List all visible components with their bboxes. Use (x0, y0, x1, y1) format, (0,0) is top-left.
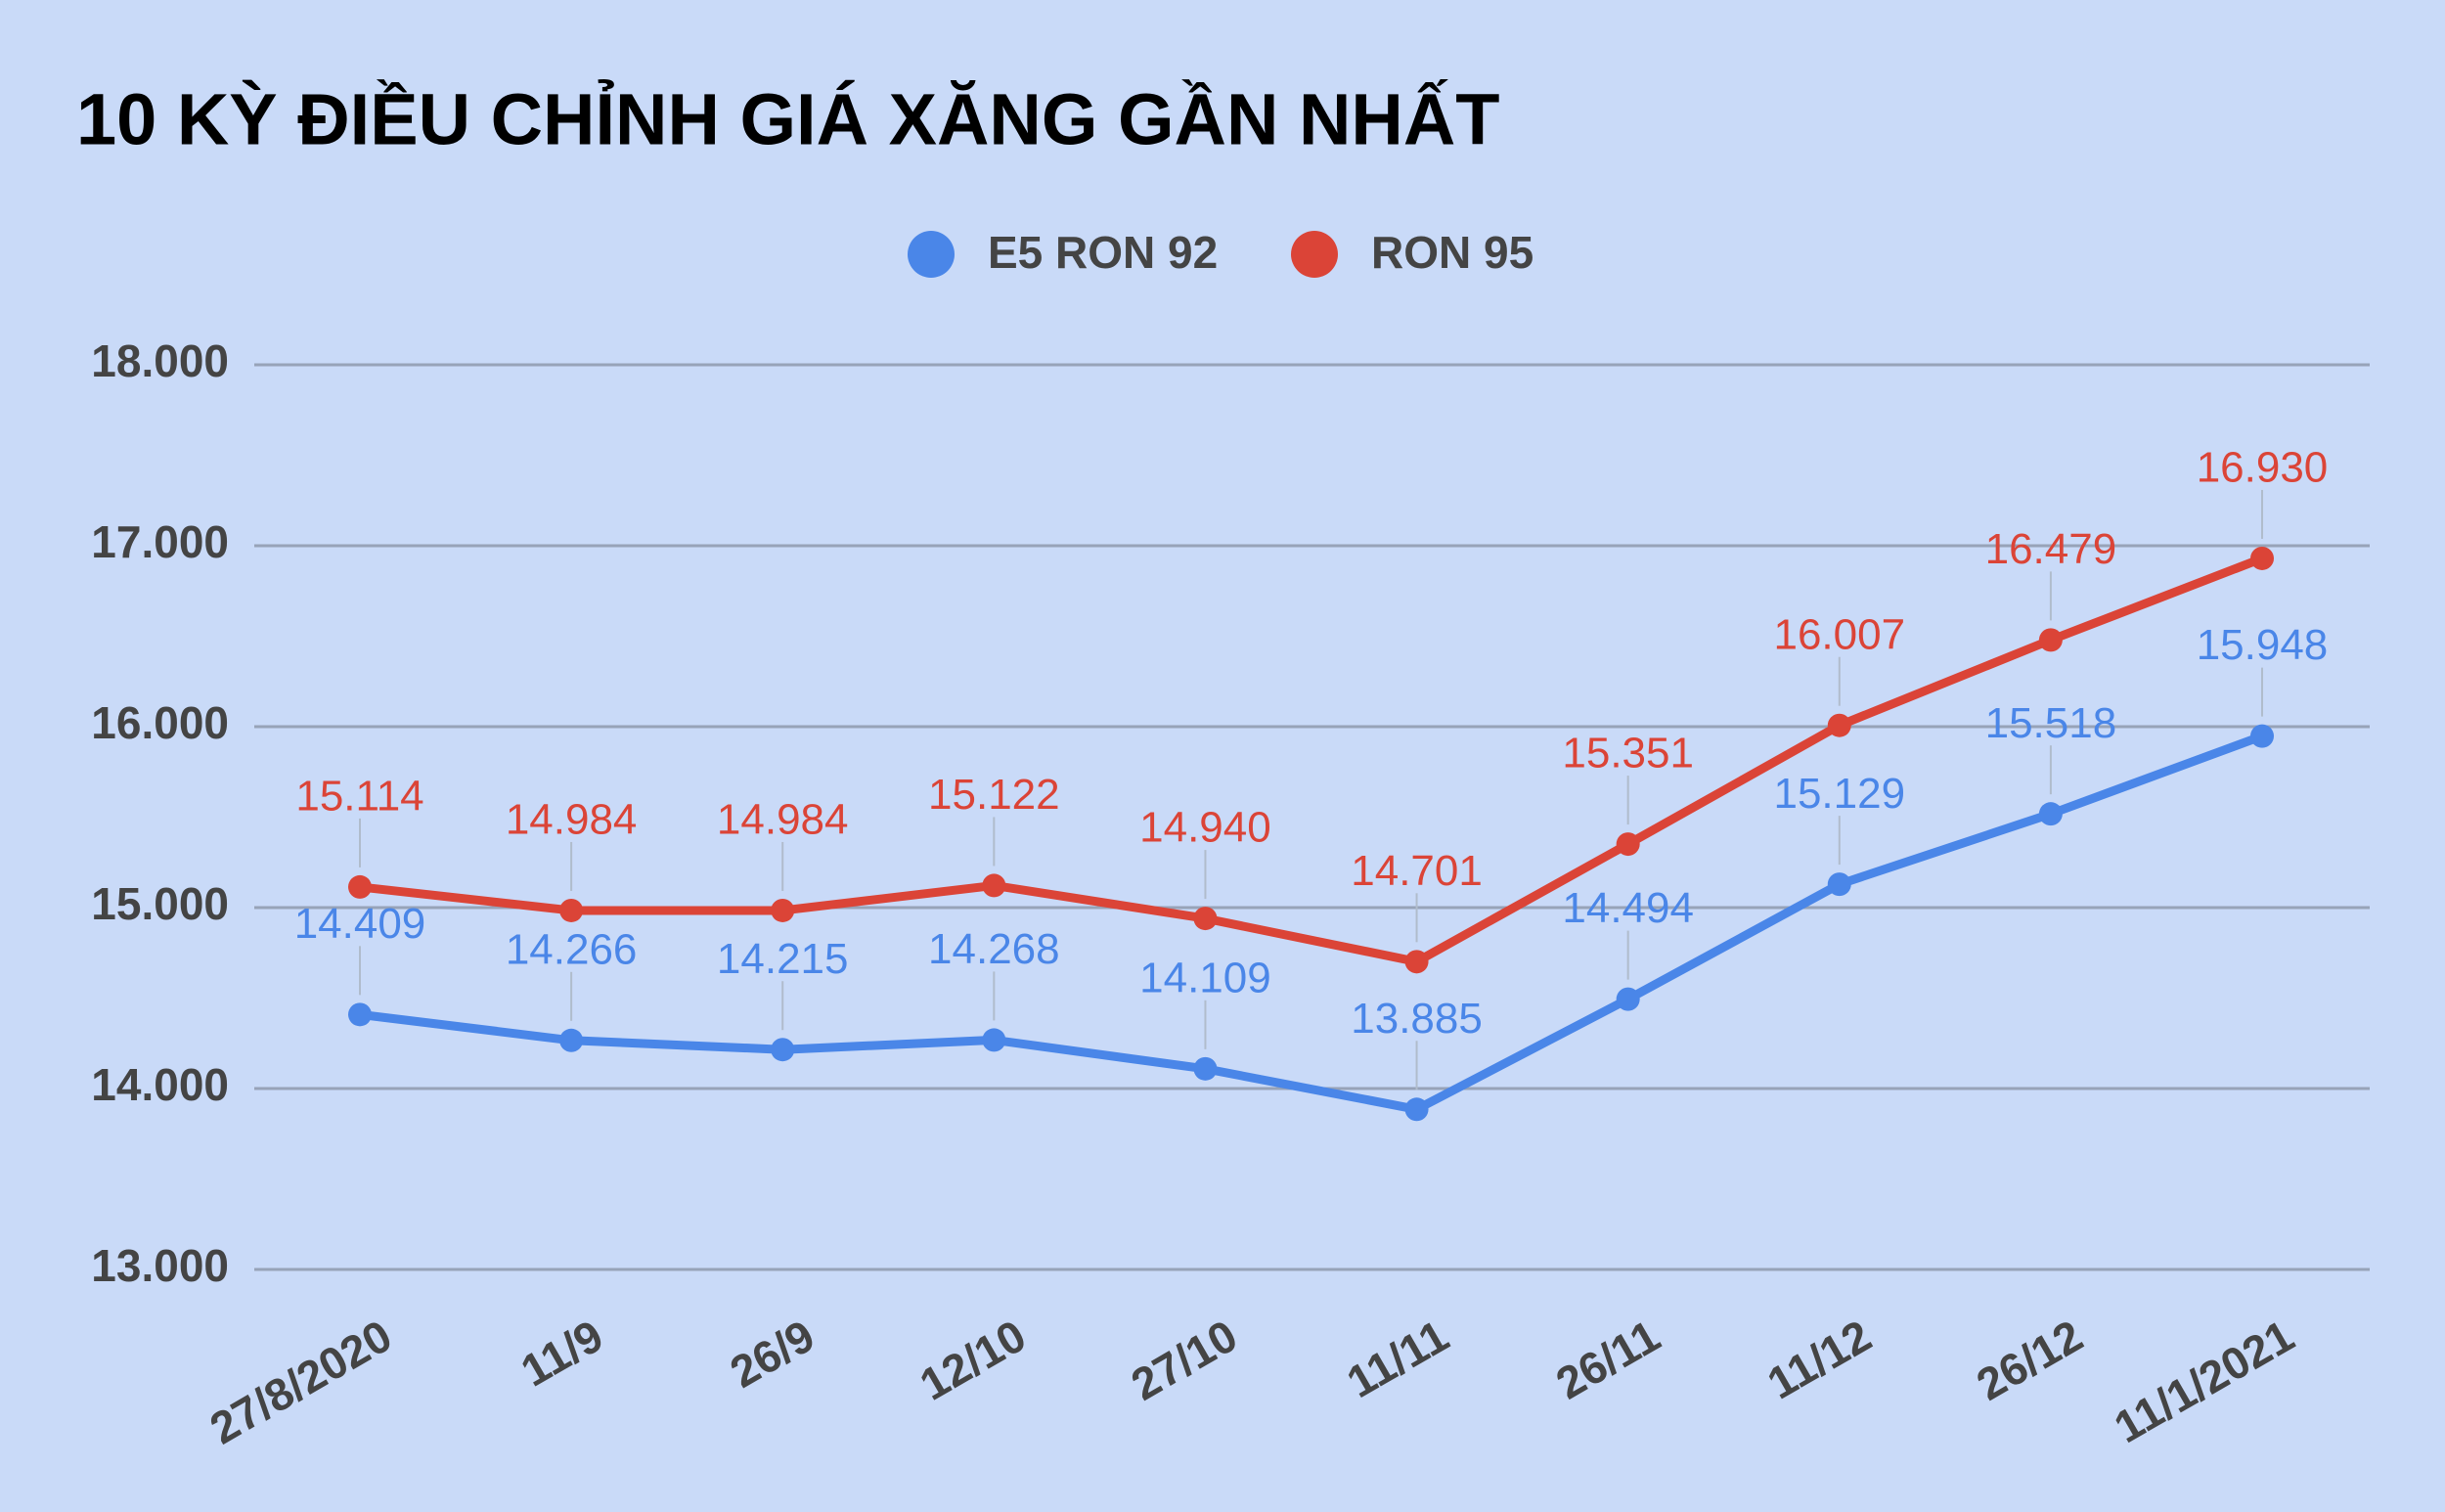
data-point (1827, 872, 1851, 897)
legend-label: RON 95 (1371, 227, 1534, 278)
data-label: 14.409 (294, 900, 426, 948)
legend-marker (1291, 231, 1338, 278)
data-point (2038, 628, 2063, 652)
y-tick-label: 18.000 (91, 335, 229, 386)
y-tick-label: 17.000 (91, 516, 229, 567)
data-point (1616, 987, 1640, 1011)
data-label: 14.109 (1139, 954, 1271, 1001)
series-line (359, 732, 2264, 1114)
data-label: 14.984 (717, 796, 849, 844)
data-point (559, 1028, 584, 1052)
data-label: 15.114 (295, 773, 423, 821)
data-point (1616, 832, 1640, 857)
data-label: 14.984 (506, 796, 638, 844)
data-point (982, 1028, 1006, 1052)
data-label: 14.268 (928, 925, 1060, 973)
data-point (348, 1002, 372, 1027)
chart-title: 10 KỲ ĐIỀU CHỈNH GIÁ XĂNG GẦN NHẤT (76, 79, 1499, 160)
data-label: 15.129 (1773, 770, 1905, 818)
data-label: 15.518 (1985, 699, 2117, 747)
data-label: 13.885 (1351, 995, 1483, 1043)
y-tick-label: 16.000 (91, 697, 229, 748)
data-point (2250, 546, 2274, 570)
data-point (559, 898, 584, 922)
y-tick-label: 14.000 (91, 1059, 229, 1110)
data-label: 14.701 (1351, 847, 1483, 895)
data-label: 14.494 (1562, 884, 1694, 932)
data-label: 15.122 (928, 771, 1060, 819)
data-point (2038, 802, 2063, 826)
series-line (359, 554, 2264, 966)
data-point (771, 898, 795, 922)
data-point (1193, 907, 1218, 931)
data-label: 14.215 (717, 935, 849, 983)
data-label: 16.007 (1773, 610, 1905, 658)
y-tick-label: 13.000 (91, 1240, 229, 1291)
data-point (771, 1038, 795, 1062)
data-label: 15.351 (1562, 730, 1694, 778)
data-point (2250, 724, 2274, 748)
data-point (1827, 713, 1851, 737)
data-label: 14.266 (506, 925, 638, 973)
data-label: 14.940 (1139, 804, 1271, 852)
data-point (1193, 1056, 1218, 1081)
y-tick-label: 15.000 (91, 878, 229, 929)
data-point (982, 873, 1006, 898)
legend-marker (908, 231, 955, 278)
data-label: 16.930 (2197, 444, 2329, 492)
data-label: 16.479 (1985, 525, 2117, 573)
data-point (1404, 1097, 1429, 1122)
data-label: 15.948 (2197, 621, 2329, 669)
data-point (348, 874, 372, 899)
data-point (1404, 950, 1429, 974)
legend-label: E5 RON 92 (988, 227, 1218, 278)
